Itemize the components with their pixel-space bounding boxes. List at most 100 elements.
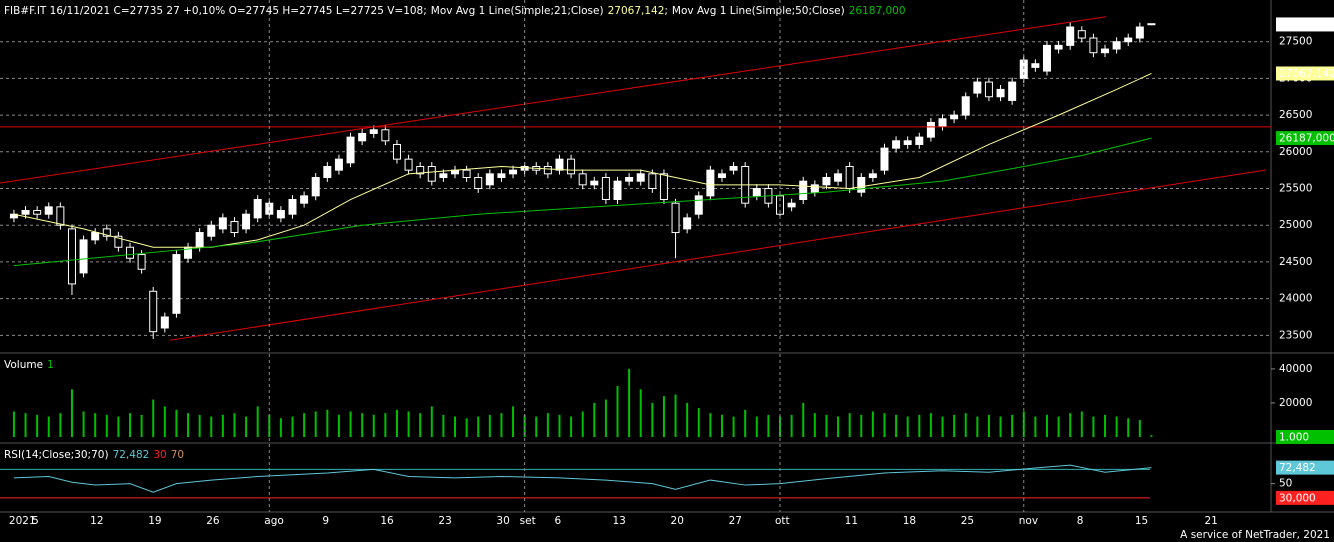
volume-bar	[1057, 416, 1060, 437]
candle-body	[1077, 30, 1086, 39]
volume-bar	[140, 414, 143, 437]
volume-bar	[628, 368, 631, 437]
volume-bar	[651, 402, 654, 437]
x-tick-label: 9	[322, 515, 329, 527]
volume-bar	[430, 406, 433, 437]
candle-body	[543, 165, 552, 175]
volume-bar	[1150, 435, 1153, 437]
candle-body	[1124, 37, 1133, 43]
volume-bar	[175, 409, 178, 437]
volume-bar	[465, 418, 468, 437]
candle-body	[926, 121, 935, 138]
volume-bar	[303, 413, 306, 437]
volume-bar	[314, 411, 317, 437]
candle-body	[311, 177, 320, 197]
volume-bar	[70, 389, 73, 437]
volume-bar	[82, 411, 85, 437]
volume-bar	[697, 408, 700, 437]
candle-body	[834, 173, 843, 182]
candle-body	[242, 213, 251, 230]
candle-body	[984, 81, 993, 98]
candle-body	[915, 136, 924, 145]
volume-bar	[813, 413, 816, 437]
volume-bar	[720, 414, 723, 437]
candle-body	[996, 88, 1005, 98]
volume-bar	[152, 399, 155, 437]
y-tick-label: 26500	[1279, 109, 1312, 121]
volume-bar	[407, 411, 410, 437]
x-tick-label: 11	[845, 515, 858, 527]
y-tick-label: 23500	[1279, 329, 1312, 341]
candle-body	[636, 173, 645, 182]
volume-bar	[233, 413, 236, 437]
value-box-label: 27067,142	[1279, 68, 1334, 80]
candle-body	[358, 132, 367, 142]
candle-body	[555, 158, 564, 171]
volume-bar	[349, 411, 352, 437]
candle-body	[1112, 41, 1121, 50]
candle-body	[126, 246, 135, 259]
candle-body	[613, 180, 622, 201]
candle-body	[799, 180, 808, 201]
x-tick-label: 26	[206, 515, 220, 527]
volume-bar	[268, 414, 271, 437]
legend-entry: Mov Avg 1 Line(Simple;21;Close)	[431, 5, 604, 17]
x-tick-label: 23	[438, 515, 451, 527]
candle-body	[416, 165, 425, 175]
x-tick-label: 15	[1135, 515, 1148, 527]
volume-bar	[326, 409, 329, 437]
volume-bar	[512, 406, 515, 437]
volume-bar	[94, 413, 97, 437]
volume-bar	[1115, 416, 1118, 437]
candle-body	[659, 173, 668, 201]
x-tick-label: 30	[496, 515, 509, 527]
candle-body	[567, 158, 576, 175]
legend-value: 27067,142	[608, 5, 665, 17]
value-box	[1276, 460, 1334, 475]
volume-bar	[442, 414, 445, 437]
y-tick-label: 24000	[1279, 293, 1312, 305]
candle-body	[253, 199, 262, 219]
volume-bar	[1045, 414, 1048, 437]
line	[13, 464, 1152, 493]
x-tick-label: 6	[554, 515, 561, 527]
candle-body	[903, 140, 912, 145]
candle-body	[230, 221, 239, 234]
y-tick-label: 25000	[1279, 219, 1312, 231]
volume-bar	[732, 416, 735, 437]
volume-bar	[790, 414, 793, 437]
volume-bar	[1127, 418, 1130, 437]
value-box	[1276, 131, 1334, 146]
value-box-label: 27735	[1279, 19, 1312, 31]
volume-bar	[279, 418, 282, 437]
candle-body	[857, 177, 866, 193]
x-tick-label: set	[520, 515, 536, 527]
volume-bar	[918, 414, 921, 437]
volume-bar	[47, 416, 50, 437]
candle-body	[207, 224, 216, 237]
candle-body	[172, 254, 181, 314]
panel-current: 72,482	[113, 449, 150, 461]
x-tick-label: 2021	[9, 515, 36, 527]
volume-bar	[558, 414, 561, 437]
x-tick-label: ago	[264, 515, 284, 527]
candle-body	[938, 118, 947, 127]
volume-bar	[976, 416, 979, 437]
x-tick-label: 27	[729, 515, 742, 527]
candle-body	[276, 210, 285, 219]
volume-bar	[593, 402, 596, 437]
volume-bar	[871, 411, 874, 437]
value-box-label: 30,000	[1279, 492, 1316, 504]
volume-bar	[187, 413, 190, 437]
volume-bar	[964, 413, 967, 437]
volume-bar	[1092, 416, 1095, 437]
volume-bar	[709, 413, 712, 437]
candle-body	[694, 195, 703, 215]
volume-bar	[129, 413, 132, 437]
candle-body	[346, 136, 355, 164]
volume-bar	[337, 414, 340, 437]
volume-bar	[500, 413, 503, 437]
value-box-label: 26187,000	[1279, 133, 1334, 145]
x-tick-label: 8	[1077, 515, 1084, 527]
